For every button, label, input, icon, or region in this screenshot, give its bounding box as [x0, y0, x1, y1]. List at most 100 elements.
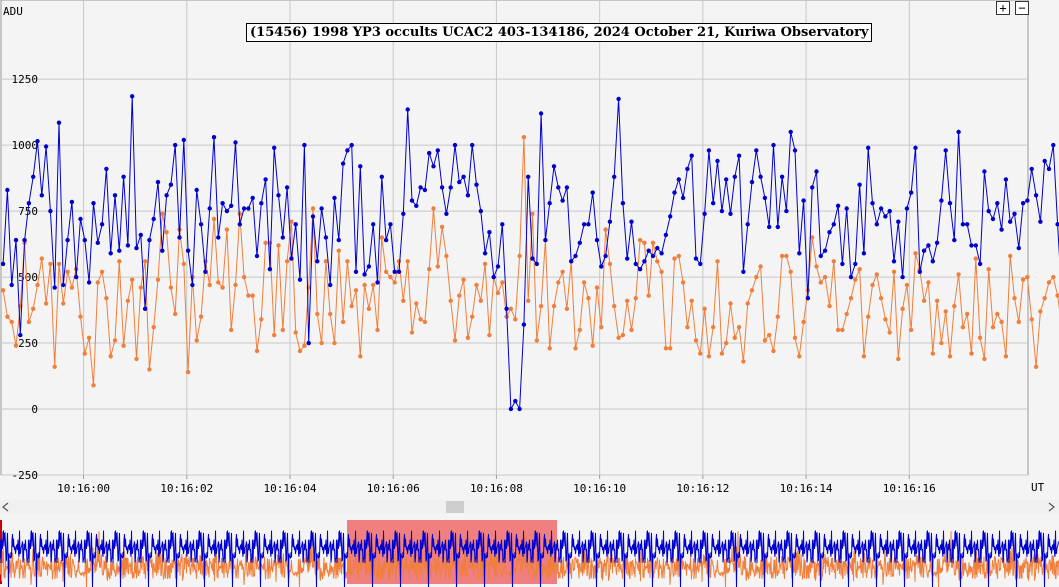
- x-tick-label: 10:16:12: [676, 482, 729, 495]
- data-point: [728, 301, 733, 306]
- horizontal-scrollbar[interactable]: [0, 500, 1059, 514]
- data-point: [736, 153, 742, 158]
- data-point: [138, 285, 143, 290]
- data-point: [61, 301, 66, 306]
- data-point: [801, 319, 806, 325]
- data-point: [711, 201, 716, 206]
- data-point: [810, 235, 815, 240]
- data-point: [788, 129, 793, 135]
- data-point: [13, 237, 19, 243]
- data-point: [853, 277, 858, 282]
- data-point: [151, 216, 156, 222]
- data-point: [229, 203, 234, 208]
- data-point: [95, 240, 101, 245]
- data-point: [414, 203, 419, 208]
- data-point: [431, 164, 436, 169]
- data-point: [1008, 219, 1013, 224]
- data-point: [607, 261, 613, 267]
- scroll-left-arrow-icon[interactable]: [2, 502, 9, 512]
- data-point: [108, 251, 113, 256]
- data-point: [956, 272, 961, 277]
- data-point: [362, 272, 367, 277]
- data-point: [353, 269, 359, 274]
- zoom-out-button[interactable]: −: [1015, 1, 1029, 15]
- data-point: [349, 142, 354, 148]
- data-point: [711, 325, 716, 330]
- data-point: [448, 185, 453, 190]
- data-point: [319, 206, 324, 211]
- data-point: [396, 269, 402, 274]
- data-point: [715, 259, 720, 264]
- data-point: [999, 227, 1004, 232]
- data-point: [530, 256, 535, 261]
- data-point: [741, 269, 746, 274]
- data-point: [728, 211, 733, 216]
- data-point: [1020, 201, 1026, 206]
- data-point: [827, 230, 832, 235]
- data-point: [758, 264, 763, 269]
- data-point: [125, 298, 131, 303]
- data-point: [224, 208, 230, 214]
- data-point: [155, 179, 161, 185]
- data-point: [168, 285, 174, 290]
- data-point: [173, 142, 178, 148]
- data-point: [470, 142, 475, 148]
- data-point: [921, 248, 927, 253]
- data-point: [362, 282, 367, 288]
- data-point: [1051, 142, 1056, 148]
- data-point: [198, 314, 204, 319]
- data-point: [663, 232, 669, 238]
- plot-area: [0, 0, 1029, 476]
- x-tick-label: 10:16:10: [573, 482, 626, 495]
- series-1: [0, 135, 1059, 388]
- data-point: [1038, 309, 1043, 314]
- data-point: [655, 245, 660, 251]
- scroll-right-arrow-icon[interactable]: [1048, 502, 1055, 512]
- data-point: [642, 259, 647, 264]
- data-point: [366, 306, 372, 311]
- data-point: [13, 343, 19, 348]
- x-axis-ticks: 10:16:00 10:16:02 10:16:04 10:16:06 10:16:08…: [57, 475, 936, 495]
- zoom-in-button[interactable]: +: [996, 1, 1010, 15]
- data-point: [134, 356, 139, 362]
- data-point: [78, 314, 83, 319]
- data-point: [345, 259, 350, 264]
- data-point: [887, 330, 892, 335]
- data-point: [91, 201, 96, 206]
- data-point: [767, 224, 772, 230]
- data-point: [891, 259, 897, 264]
- data-point: [788, 269, 793, 274]
- data-point: [934, 240, 940, 245]
- data-point: [130, 277, 135, 282]
- data-point: [676, 177, 681, 182]
- data-point: [319, 340, 324, 346]
- data-point: [693, 338, 699, 343]
- data-point: [870, 201, 875, 206]
- data-point: [246, 293, 251, 298]
- data-point: [0, 261, 6, 267]
- data-point: [513, 317, 518, 322]
- data-point: [267, 267, 273, 272]
- data-point: [1033, 364, 1039, 369]
- data-point: [461, 174, 466, 179]
- overview-navigator[interactable]: [0, 516, 1059, 587]
- data-point: [956, 129, 961, 135]
- data-point: [233, 282, 238, 288]
- data-point: [52, 364, 57, 369]
- data-point: [500, 222, 505, 227]
- data-point: [65, 237, 70, 243]
- data-point: [379, 235, 384, 240]
- data-point: [564, 185, 570, 190]
- data-point: [732, 174, 737, 179]
- data-point: [418, 185, 423, 190]
- data-point: [61, 282, 66, 288]
- data-point: [302, 343, 307, 348]
- data-point: [310, 206, 316, 211]
- data-point: [293, 330, 298, 335]
- data-point: [117, 248, 122, 253]
- data-point: [883, 317, 888, 322]
- scroll-thumb[interactable]: [446, 501, 464, 513]
- data-point: [745, 301, 750, 306]
- data-point: [164, 193, 169, 198]
